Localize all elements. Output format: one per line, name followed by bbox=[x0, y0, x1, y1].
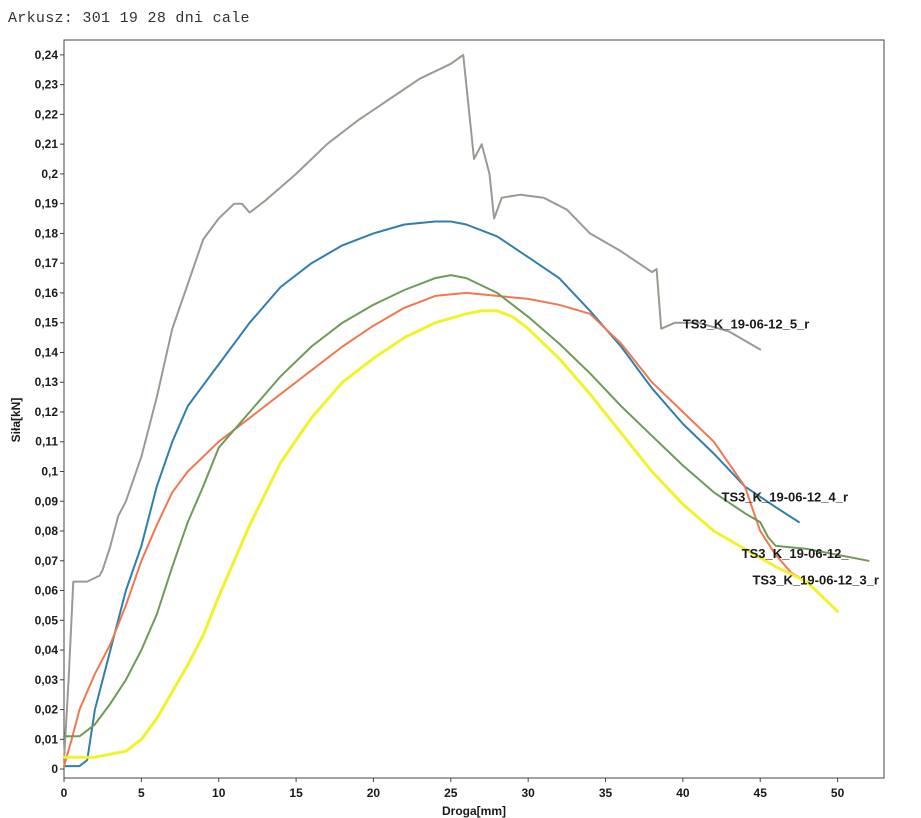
x-axis-label: Droga[mm] bbox=[442, 804, 506, 818]
y-tick-label: 0,14 bbox=[35, 345, 59, 359]
y-tick-label: 0,19 bbox=[35, 197, 59, 211]
series-annotation: TS3_K_19-06-12_4_r bbox=[722, 489, 848, 504]
y-tick-label: 0,17 bbox=[35, 256, 59, 270]
series-line-5 bbox=[62, 309, 840, 759]
y-tick-label: 0,06 bbox=[35, 584, 59, 598]
x-tick-label: 0 bbox=[61, 786, 68, 800]
x-tick-label: 5 bbox=[138, 786, 145, 800]
y-tick-label: 0,23 bbox=[35, 78, 59, 92]
x-tick-label: 45 bbox=[754, 786, 768, 800]
y-tick-label: 0,08 bbox=[35, 524, 59, 538]
y-tick-label: 0,13 bbox=[35, 375, 59, 389]
y-tick-label: 0,12 bbox=[35, 405, 59, 419]
y-tick-label: 0,05 bbox=[35, 613, 59, 627]
y-tick-label: 0,1 bbox=[41, 464, 58, 478]
y-tick-label: 0,11 bbox=[35, 435, 58, 449]
y-tick-label: 0,15 bbox=[35, 316, 59, 330]
x-tick-label: 40 bbox=[676, 786, 690, 800]
y-tick-label: 0,18 bbox=[35, 226, 59, 240]
y-tick-label: 0,16 bbox=[35, 286, 59, 300]
x-tick-label: 15 bbox=[289, 786, 303, 800]
y-tick-label: 0,22 bbox=[35, 107, 59, 121]
series-lines bbox=[62, 53, 870, 768]
y-tick-label: 0,02 bbox=[35, 703, 59, 717]
x-tick-label: 35 bbox=[599, 786, 613, 800]
sheet-title: Arkusz: 301 19 28 dni cale bbox=[8, 10, 250, 27]
y-axis: 0 0,01 0,02 0,03 0,04 0,05 0,06 0,07 0,08 0,09 0,1… bbox=[35, 48, 64, 776]
series-line-2 bbox=[63, 220, 800, 768]
x-tick-label: 25 bbox=[444, 786, 458, 800]
series-line-1 bbox=[63, 53, 762, 762]
series-annotation: TS3_K_19-06-12_ bbox=[742, 546, 850, 561]
y-tick-label: 0,24 bbox=[35, 48, 59, 62]
y-tick-label: 0,04 bbox=[35, 643, 59, 657]
y-tick-label: 0,03 bbox=[35, 673, 59, 687]
series-annotation: TS3_K_19-06-12_3_r bbox=[752, 573, 878, 588]
x-axis: 0 5 10 15 20 25 30 35 40 45 50 bbox=[61, 778, 845, 800]
x-tick-label: 30 bbox=[521, 786, 535, 800]
y-axis-label: Siła[kN] bbox=[9, 398, 23, 443]
plot-frame bbox=[63, 39, 885, 779]
series-annotations: TS3_K_19-06-12_5_r TS3_K_19-06-12_4_r TS3_… bbox=[683, 317, 879, 588]
series-line-4 bbox=[63, 274, 870, 738]
series-annotation: TS3_K_19-06-12_5_r bbox=[683, 317, 809, 332]
y-tick-label: 0,09 bbox=[35, 494, 59, 508]
y-tick-label: 0,2 bbox=[41, 167, 58, 181]
x-tick-label: 50 bbox=[831, 786, 845, 800]
y-tick-label: 0 bbox=[51, 762, 58, 776]
x-tick-label: 20 bbox=[367, 786, 381, 800]
x-tick-label: 10 bbox=[212, 786, 226, 800]
y-tick-label: 0,07 bbox=[35, 554, 59, 568]
series-line-3 bbox=[63, 291, 808, 768]
y-tick-label: 0,21 bbox=[35, 137, 59, 151]
y-tick-label: 0,01 bbox=[35, 732, 59, 746]
